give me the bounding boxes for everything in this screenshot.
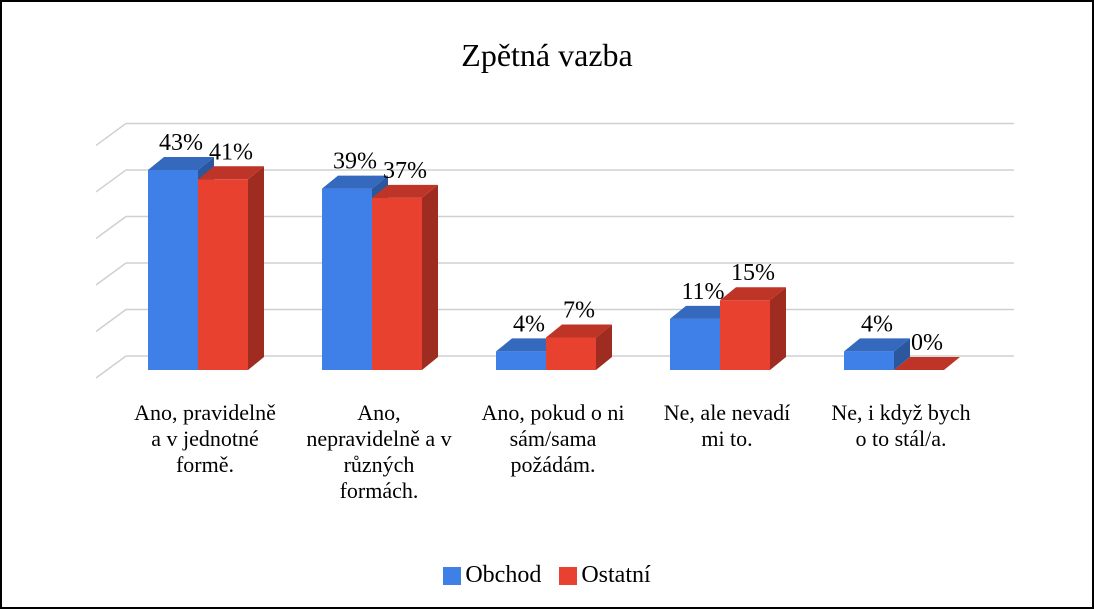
bar-face [670,318,720,370]
data-label: 4% [513,311,545,337]
bar [844,338,910,370]
legend-swatch [559,566,578,585]
grid-line [95,215,127,240]
bar-face [546,324,612,338]
legend-item: Ostatní [559,562,651,589]
bar-face [894,338,910,370]
data-label: 7% [563,297,595,323]
bar [546,324,612,370]
bar-face [720,300,770,370]
data-label: 11% [681,279,724,305]
data-label: 4% [861,311,893,337]
chart-title: Zpětná vazba [461,37,632,73]
bar [720,287,786,370]
x-tick-label: Ano, nepravidelně a v různých formách. [306,400,452,503]
bar-face [770,287,786,370]
bar-face [496,351,546,370]
x-tick-label: Ano, pravidelně a v jednotné formě. [134,400,276,477]
bar-face [670,305,736,319]
data-label: 15% [731,260,775,286]
bar [198,166,264,370]
bar-face [322,175,388,189]
data-label: 37% [383,158,427,184]
x-tick-label: Ne, i když bych o to stál/a. [831,400,971,451]
grid-line [95,355,127,379]
legend-swatch [443,566,462,585]
bar-face [844,351,894,370]
data-label: 43% [159,130,203,156]
bar-face [198,179,248,370]
bar [894,357,960,370]
legend-label: Obchod [465,562,542,588]
bar-face [596,324,612,370]
data-label: 41% [209,139,253,165]
bar-face [198,166,264,180]
data-label: 0% [911,330,943,356]
bar-face [148,170,198,370]
grid-line [95,122,127,147]
legend-label: Ostatní [581,562,651,588]
x-tick-label: Ano, pokud o ni sám/sama požádám. [481,400,625,477]
grid-line [95,308,127,333]
bar-face [372,184,438,198]
data-label: 39% [333,149,377,175]
bar [372,184,438,370]
bar-face [148,157,214,170]
grid-line [95,262,127,286]
bar-face [844,338,910,352]
legend-item: Obchod [443,562,541,589]
bar-face [322,188,372,370]
bar-face [422,184,438,370]
bar-face [496,338,562,352]
legend: Obchod Ostatní [0,562,1094,589]
bar-face [894,357,960,370]
grid-line [95,169,127,193]
x-tick-label: Ne, ale nevadí mi to. [663,400,791,451]
bar-face [248,166,264,370]
bar-face [546,337,596,370]
bar-face [720,287,786,301]
bar-face [372,197,422,370]
